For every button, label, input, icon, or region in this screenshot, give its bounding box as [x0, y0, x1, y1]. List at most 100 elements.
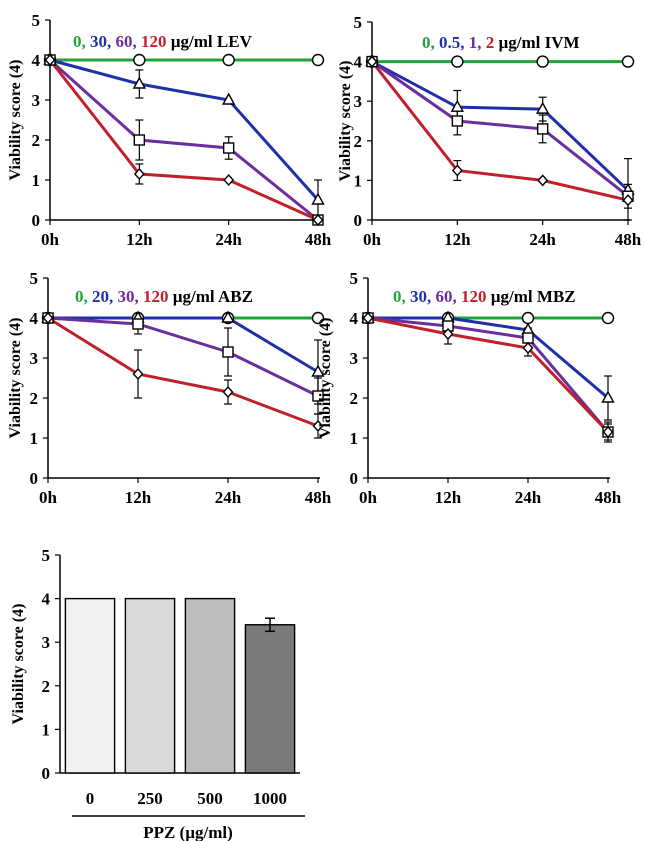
- data-point-diamond: [442, 327, 454, 341]
- data-point-diamond: [312, 213, 324, 227]
- data-point-square: [222, 346, 234, 358]
- data-point-circle: [222, 53, 235, 67]
- legend-entry: 60,: [431, 287, 457, 306]
- data-point-diamond: [222, 385, 234, 399]
- series-line: [47, 316, 319, 398]
- x-tick-label: 500: [197, 789, 223, 808]
- y-tick-label: 5: [32, 11, 41, 30]
- data-point-square: [536, 123, 549, 135]
- data-point-circle: [521, 311, 535, 325]
- legend-entry: 0,: [393, 287, 406, 306]
- x-tick-label: 0: [86, 789, 95, 808]
- legend-entry: 60,: [111, 32, 137, 51]
- series-line: [47, 316, 319, 428]
- y-tick-label: 3: [42, 633, 51, 652]
- series-line: [368, 316, 609, 400]
- y-tick-label: 4: [350, 309, 359, 328]
- y-tick-label: 0: [354, 211, 363, 230]
- x-axis-label: PPZ (µg/ml): [143, 823, 233, 841]
- data-point-triangle: [311, 192, 325, 205]
- x-tick-label: 12h: [435, 488, 462, 507]
- x-tick-label: 0h: [39, 488, 58, 507]
- legend-entry: 2: [482, 33, 495, 52]
- legend-entry: 0.5,: [435, 33, 465, 52]
- x-tick-label: 12h: [126, 230, 153, 249]
- y-tick-label: 1: [30, 429, 39, 448]
- y-tick-label: 5: [354, 13, 363, 32]
- legend-entry: 120: [137, 32, 167, 51]
- data-point-circle: [311, 311, 325, 325]
- legend: 0, 0.5, 1, 2 µg/ml IVM: [422, 33, 580, 52]
- legend: 0, 30, 60, 120 µg/ml LEV: [73, 32, 253, 51]
- legend-entry: 0,: [75, 287, 88, 306]
- data-point-diamond: [522, 341, 534, 355]
- legend-entry: 0,: [73, 32, 86, 51]
- y-axis-label: Viability score (4): [10, 604, 27, 725]
- data-point-diamond: [362, 311, 374, 325]
- bar: [244, 624, 296, 774]
- series-line: [371, 60, 629, 198]
- data-point-circle: [536, 55, 549, 68]
- data-point-circle: [621, 55, 635, 68]
- x-tick-label: 48h: [305, 488, 332, 507]
- data-point-triangle: [535, 101, 550, 114]
- y-tick-label: 4: [32, 51, 41, 70]
- x-tick-label: 12h: [444, 230, 471, 249]
- y-tick-label: 1: [354, 171, 363, 190]
- y-tick-label: 1: [32, 171, 41, 190]
- data-point-triangle: [450, 99, 465, 112]
- data-point-diamond: [44, 53, 56, 67]
- x-tick-label: 24h: [515, 488, 542, 507]
- legend-entry: 1,: [465, 33, 482, 52]
- y-tick-label: 2: [350, 389, 359, 408]
- legend-entry: 20,: [88, 287, 114, 306]
- legend-entry: 0,: [422, 33, 435, 52]
- panel-abz: 0 1 2 3 4 5 0h 12h 24h 48h Viability score (4) 0, 2…: [7, 269, 332, 507]
- y-axis-label: Viability score (4): [337, 61, 354, 182]
- data-point-diamond: [602, 425, 614, 439]
- y-tick-label: 5: [350, 269, 359, 288]
- data-point-circle: [451, 55, 464, 68]
- data-point-square: [133, 134, 146, 146]
- panel-lev: 0 1 2 3 4 5 0h 12h 24h 48h Viability score (4) 0, 3…: [7, 11, 332, 249]
- series-line: [371, 60, 630, 192]
- data-point-square: [222, 142, 235, 154]
- x-tick-label: 12h: [125, 488, 152, 507]
- y-tick-label: 2: [42, 677, 51, 696]
- bar: [64, 597, 116, 774]
- data-point-circle: [133, 53, 146, 67]
- y-tick-label: 2: [354, 132, 363, 151]
- y-tick-label: 1: [42, 720, 51, 739]
- x-tick-label: 48h: [595, 488, 622, 507]
- x-tick-label: 0h: [359, 488, 378, 507]
- data-point-diamond: [312, 419, 324, 433]
- y-axis-label: Viability score (4): [7, 318, 24, 439]
- y-axis-label: Viability score (4): [7, 60, 24, 181]
- y-tick-label: 3: [32, 91, 41, 110]
- data-point-square: [522, 332, 534, 344]
- x-tick-label: 24h: [215, 488, 242, 507]
- data-point-triangle: [311, 364, 325, 377]
- x-tick-label: 48h: [615, 230, 642, 249]
- x-tick-label: 48h: [305, 230, 332, 249]
- panel-ppz: 0 1 2 3 4 5 Viability score (4) 0 250 500 1000 PPZ …: [10, 546, 305, 841]
- x-tick-label: 0h: [363, 230, 382, 249]
- data-point-diamond: [42, 311, 54, 325]
- panel-ivm: 0 1 2 3 4 5 0h 12h 24h 48h Viability score (4) 0, 0…: [337, 13, 642, 249]
- data-point-diamond: [132, 367, 144, 381]
- data-point-triangle: [601, 390, 615, 403]
- data-point-circle: [311, 53, 325, 67]
- data-point-square: [451, 115, 464, 127]
- legend-entry: 30,: [86, 32, 112, 51]
- series-line: [48, 316, 319, 374]
- data-point-diamond: [366, 55, 378, 68]
- data-point-diamond: [223, 173, 235, 187]
- series-line: [367, 316, 610, 434]
- y-tick-label: 3: [350, 349, 359, 368]
- bar: [124, 597, 176, 774]
- x-tick-label: 24h: [215, 230, 242, 249]
- y-tick-label: 3: [354, 92, 363, 111]
- legend-entry: µg/ml MBZ: [487, 287, 576, 306]
- bar: [184, 597, 236, 774]
- legend-entry: µg/ml ABZ: [169, 287, 253, 306]
